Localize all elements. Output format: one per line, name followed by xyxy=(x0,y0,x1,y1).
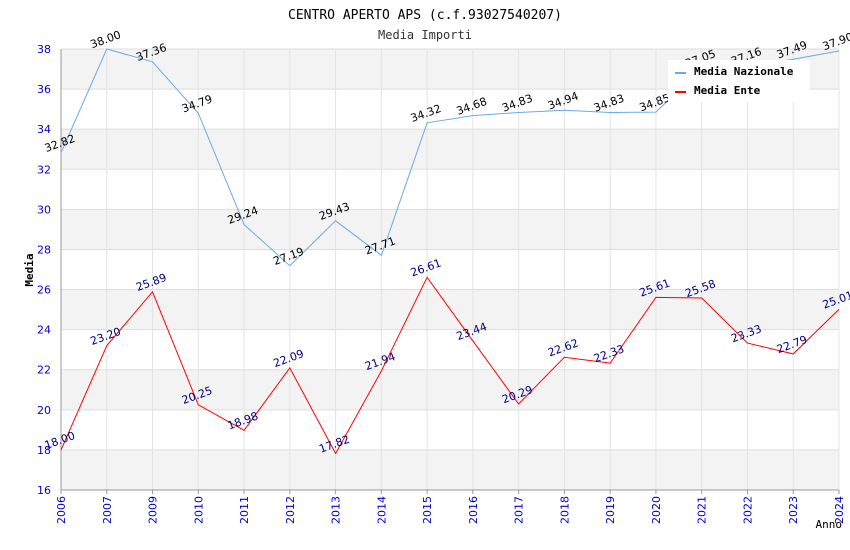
y-axis-label: Media xyxy=(23,253,36,286)
y-tick-labels: 16 18 20 22 24 26 28 30 32 34 36 38 xyxy=(37,43,51,497)
data-label: 34.94 xyxy=(546,90,580,113)
chart-title: CENTRO APERTO APS (c.f.93027540207) xyxy=(288,8,562,23)
x-tick-label: 2006 xyxy=(55,496,68,524)
legend-background xyxy=(668,60,810,102)
y-tick-label: 36 xyxy=(37,83,51,96)
x-tick-label: 2020 xyxy=(650,496,663,524)
data-label: 22.09 xyxy=(272,347,306,370)
x-tick-label: 2016 xyxy=(467,496,480,524)
data-label: 34.85 xyxy=(638,91,672,114)
data-label: 34.68 xyxy=(455,95,489,118)
x-tick-label: 2013 xyxy=(330,496,343,524)
y-tick-label: 20 xyxy=(37,404,51,417)
data-label: 34.83 xyxy=(592,92,626,115)
legend: Media Nazionale Media Ente xyxy=(668,60,810,102)
x-tick-label: 2017 xyxy=(513,496,526,524)
grid-band xyxy=(61,129,839,170)
grid-band xyxy=(61,449,839,490)
x-tick-label: 2019 xyxy=(604,496,617,524)
series-line-media-ente xyxy=(60,276,840,455)
data-label: 22.62 xyxy=(546,337,580,360)
x-tick-label: 2024 xyxy=(833,496,846,524)
x-tick-label: 2009 xyxy=(147,496,160,524)
chart-subtitle: Media Importi xyxy=(378,28,472,42)
y-tick-label: 26 xyxy=(37,284,51,297)
x-tick-label: 2007 xyxy=(101,496,114,524)
data-label: 26.61 xyxy=(409,257,443,280)
x-tick-label: 2010 xyxy=(192,496,205,524)
legend-label-media-nazionale: Media Nazionale xyxy=(694,65,794,78)
x-tick-label: 2012 xyxy=(284,496,297,524)
y-tick-label: 22 xyxy=(37,364,51,377)
x-tick-label: 2021 xyxy=(696,496,709,524)
y-tick-label: 38 xyxy=(37,43,51,56)
legend-label-media-ente: Media Ente xyxy=(694,84,761,97)
axes xyxy=(60,49,840,494)
x-axis-label: Anno xyxy=(816,518,843,531)
data-label: 18.98 xyxy=(226,410,260,433)
grid-band xyxy=(61,369,839,410)
grid-lines xyxy=(60,48,840,491)
data-label: 34.83 xyxy=(500,92,534,115)
x-tick-label: 2023 xyxy=(787,496,800,524)
y-tick-label: 16 xyxy=(37,484,51,497)
y-tick-label: 28 xyxy=(37,243,51,256)
y-tick-label: 18 xyxy=(37,444,51,457)
x-tick-label: 2022 xyxy=(741,496,754,524)
y-tick-label: 30 xyxy=(37,203,51,216)
x-tick-label: 2018 xyxy=(558,496,571,524)
x-tick-label: 2011 xyxy=(238,496,251,524)
grid-bands xyxy=(61,49,839,490)
y-tick-label: 24 xyxy=(37,324,51,337)
y-tick-label: 34 xyxy=(37,123,51,136)
x-tick-label: 2015 xyxy=(421,496,434,524)
data-label: 22.33 xyxy=(592,342,626,365)
x-tick-label: 2014 xyxy=(375,496,388,524)
x-tick-labels: 2006 2007 2009 2010 2011 2012 2013 2014 2015 2016… xyxy=(55,496,846,524)
grid-band xyxy=(61,209,839,250)
data-label: 18.00 xyxy=(43,429,77,452)
y-tick-label: 32 xyxy=(37,163,51,176)
data-label: 22.79 xyxy=(775,333,809,356)
data-label: 38.00 xyxy=(89,28,123,51)
